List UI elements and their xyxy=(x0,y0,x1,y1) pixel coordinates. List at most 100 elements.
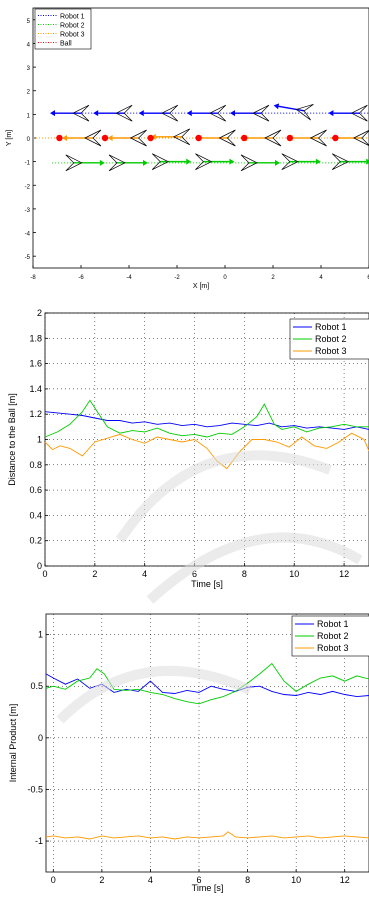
robot-glyph xyxy=(209,104,227,122)
ball-marker xyxy=(195,134,202,142)
series-line xyxy=(44,432,369,470)
ball-marker xyxy=(286,134,293,142)
heading-arrow xyxy=(278,105,305,112)
y-tick-label: 5 xyxy=(27,19,31,25)
x-tick-label: 10 xyxy=(289,569,299,579)
robot-glyph xyxy=(281,153,299,170)
series-line xyxy=(45,673,369,698)
x-tick-label: 12 xyxy=(340,875,350,885)
y-tick-label: 4 xyxy=(27,42,31,48)
heading-arrowhead xyxy=(138,110,144,117)
x-tick-label: 4 xyxy=(319,275,323,281)
plot-area: 0 2 4 6 8 10 12 -1 -0.5 0 0.5 1 Time [s] Internal Pro… xyxy=(8,613,369,893)
y-tick-label: 0 xyxy=(37,561,42,571)
series-line xyxy=(45,831,369,840)
robot-glyph xyxy=(161,104,179,122)
x-tick-label: 4 xyxy=(142,569,147,579)
y-tick-label: -3 xyxy=(25,208,31,214)
robot-glyph xyxy=(218,129,236,147)
ball-marker xyxy=(241,134,248,142)
x-tick-label: 4 xyxy=(148,875,153,885)
y-tick-label: -5 xyxy=(25,255,31,261)
y-axis-label: Internal Product [m] xyxy=(8,704,18,783)
x-tick-label: 0 xyxy=(51,875,56,885)
series-line xyxy=(44,411,369,430)
robot-glyph xyxy=(151,153,169,170)
series-line xyxy=(45,662,369,705)
y-tick-label: 1 xyxy=(37,435,42,445)
plot-area: -8 -6 -4 -2 0 2 4 6 -5 -4 -3 -2 -1 0 1 2 3 4 5 X [m] Y [m] Ro… xyxy=(6,7,369,290)
x-axis-label: X [m] xyxy=(193,283,209,290)
heading-arrowhead xyxy=(273,103,280,110)
heading-arrowhead xyxy=(93,110,99,117)
y-tick-label: 0.6 xyxy=(29,485,42,495)
legend-label: Robot 2 xyxy=(60,23,85,30)
heading-arrowhead xyxy=(62,135,67,141)
x-tick-label: 8 xyxy=(245,875,250,885)
x-axis-label: Time [s] xyxy=(192,883,224,893)
series-line xyxy=(44,399,369,438)
robot-glyph xyxy=(252,104,270,122)
x-tick-label: 2 xyxy=(92,569,97,579)
y-tick-label: 3 xyxy=(27,66,31,72)
robot-glyph xyxy=(309,129,327,147)
heading-arrowhead xyxy=(230,110,235,117)
y-axis-label: Y [m] xyxy=(6,130,13,146)
y-tick-label: 1.6 xyxy=(29,359,42,369)
robot-glyph xyxy=(65,154,83,172)
ball-marker xyxy=(332,134,339,142)
ball-marker xyxy=(147,134,154,142)
legend-label: Robot 3 xyxy=(317,643,349,653)
y-tick-label: 2 xyxy=(37,308,42,318)
x-tick-label: 10 xyxy=(291,875,301,885)
y-tick-label: 0.2 xyxy=(29,536,42,546)
robot-glyph xyxy=(331,153,349,170)
y-tick-label: 0.5 xyxy=(30,681,43,691)
robot-glyph xyxy=(129,129,147,147)
internal-product-chart: 0 2 4 6 8 10 12 -1 -0.5 0 0.5 1 Time [s] Internal Pro… xyxy=(8,613,369,893)
y-tick-label: -0.5 xyxy=(27,784,43,794)
trajectory-chart: -8 -6 -4 -2 0 2 4 6 -5 -4 -3 -2 -1 0 1 2 3 4 5 X [m] Y [m] Ro… xyxy=(6,7,369,290)
x-tick-label: -2 xyxy=(174,275,180,281)
x-tick-label: 6 xyxy=(196,875,201,885)
legend-label: Robot 3 xyxy=(60,32,85,39)
y-tick-label: 0.4 xyxy=(29,510,42,520)
distance-chart: 0 2 4 6 8 10 12 0 0.2 0.4 0.6 0.8 1 1.2 1.4 1.6 1.8 2 Time… xyxy=(7,308,369,589)
legend-label: Ball xyxy=(60,41,72,48)
heading-arrowhead xyxy=(107,135,113,141)
robot-glyph xyxy=(173,128,191,146)
robot-glyph xyxy=(108,154,126,172)
robot-glyph xyxy=(72,104,90,122)
x-tick-label: 0 xyxy=(42,569,47,579)
robot-glyph xyxy=(353,130,369,146)
legend-label: Robot 1 xyxy=(315,322,347,332)
ball-marker xyxy=(101,134,109,142)
y-tick-label: 1 xyxy=(38,630,43,640)
robot-glyph xyxy=(84,129,102,147)
heading-arrowhead xyxy=(50,110,55,117)
x-axis-label: Time [s] xyxy=(191,579,223,589)
y-tick-label: 2 xyxy=(27,90,31,96)
y-tick-label: -1 xyxy=(25,161,31,167)
y-tick-label: 1 xyxy=(27,113,31,119)
ball-marker xyxy=(56,134,63,142)
legend-label: Robot 1 xyxy=(317,619,349,629)
legend-label: Robot 2 xyxy=(315,334,347,344)
plot-area: 0 2 4 6 8 10 12 0 0.2 0.4 0.6 0.8 1 1.2 1.4 1.6 1.8 2 Time… xyxy=(7,308,369,589)
legend-box xyxy=(34,8,92,50)
y-tick-label: 1.4 xyxy=(29,384,42,394)
heading-arrowhead xyxy=(99,159,105,166)
heading-arrowhead xyxy=(366,158,369,165)
plot-frame xyxy=(45,613,369,873)
robot-glyph xyxy=(350,104,368,122)
legend-label: Robot 3 xyxy=(315,346,347,356)
x-tick-label: 2 xyxy=(99,875,104,885)
y-tick-label: 1.2 xyxy=(29,409,42,419)
x-tick-label: 0 xyxy=(223,275,227,281)
y-tick-label: 0 xyxy=(27,137,31,143)
heading-arrowhead xyxy=(143,159,148,166)
y-tick-label: -2 xyxy=(25,184,31,190)
robot-glyph xyxy=(115,104,133,122)
heading-arrowhead xyxy=(328,110,334,117)
y-tick-label: -1 xyxy=(35,836,43,846)
